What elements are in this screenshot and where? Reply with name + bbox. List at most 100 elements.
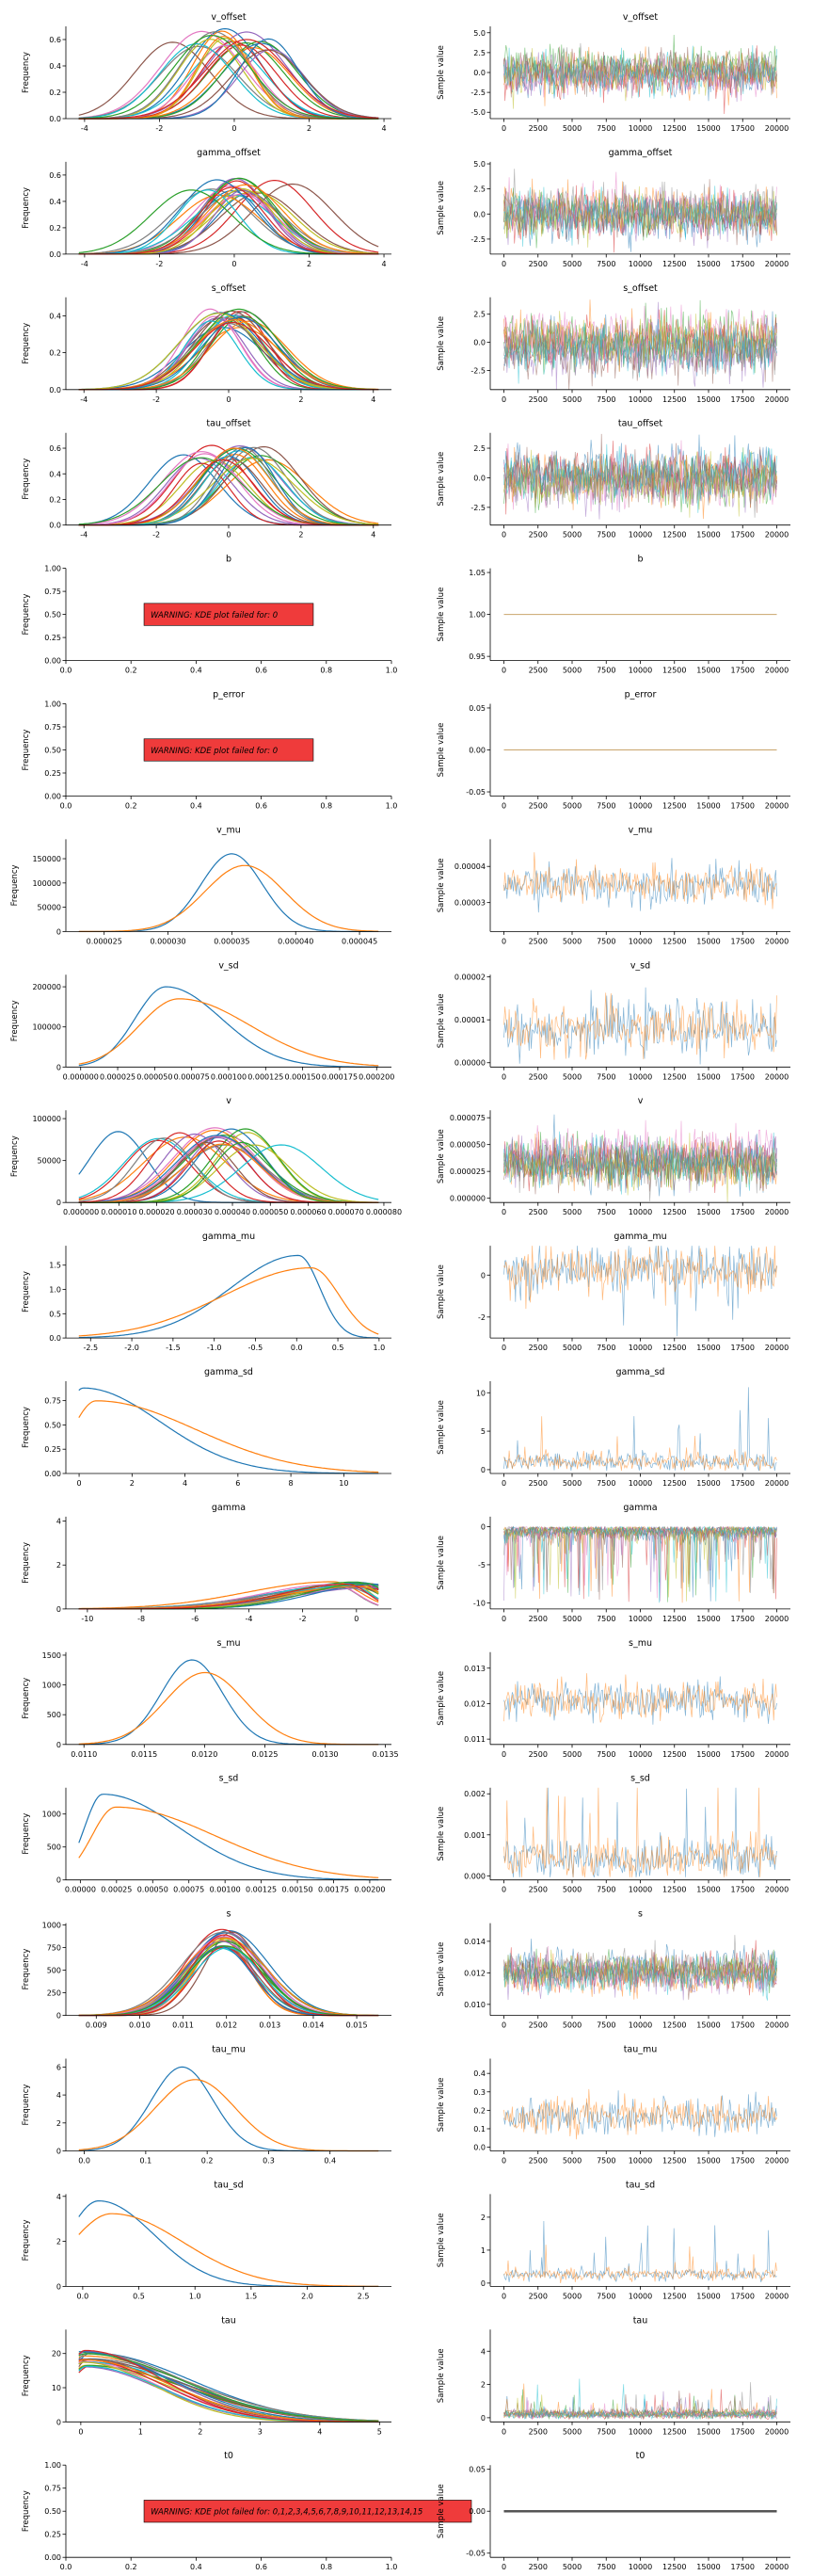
y-tick-label: -2.5 [470,235,486,244]
x-tick-label: 7500 [597,1072,615,1081]
y-tick-label: 0.000050 [450,1141,486,1150]
x-tick-label: 0 [502,531,506,539]
y-tick-label: 0 [481,1466,486,1474]
x-tick-label: -4 [80,395,88,404]
x-tick-label: 12500 [662,1750,686,1759]
x-tick-label: 17500 [731,395,755,404]
kde-warning: WARNING: KDE plot failed for: 0 [143,603,314,626]
x-tick-label: 0.4 [190,802,202,811]
y-tick-label: 0.000 [464,1872,486,1880]
trace-line [503,2378,777,2421]
x-tick-label: 17500 [731,1072,755,1081]
kde-y-label: Frequency [22,2219,31,2261]
y-tick-label: 0.000075 [450,1114,486,1122]
kde-y-label: Frequency [22,52,31,93]
trace-title: gamma_offset [609,148,673,158]
y-tick-label: 4 [56,1518,61,1526]
y-tick-label: 250 [47,1989,61,1998]
x-tick-label: 5000 [563,2563,582,2571]
x-tick-label: 20000 [765,531,789,539]
trace-y-label: Sample value [437,2078,446,2133]
kde-panel-s_sd: s_sd Frequency 0.00000 0.00025 0.00050 0.0007… [22,1774,391,1894]
kde-panel-tau_sd: tau_sd Frequency 0.0 0.5 1.0 1.5 2.0 2.5 0 2 4 [22,2180,391,2300]
x-tick-label: 0.009 [86,2021,107,2030]
y-tick-label: 2 [56,1561,61,1570]
y-tick-label: -5 [478,1561,486,1570]
x-tick-label: 10000 [629,802,652,811]
x-tick-label: 0.000175 [322,1072,358,1081]
y-tick-label: 0.000000 [450,1195,486,1203]
x-tick-label: 10000 [629,1344,652,1352]
trace-y-label: Sample value [437,452,446,507]
x-tick-label: 10000 [629,1615,652,1623]
kde-panel-b: b Frequency WARNING: KDE plot failed for: … [22,555,397,675]
x-tick-label: 17500 [731,937,755,945]
x-tick-label: 2500 [529,1344,548,1352]
x-tick-label: 0.012 [215,2021,237,2030]
x-tick-label: 2.0 [301,2292,313,2300]
x-tick-label: 10000 [629,1750,652,1759]
x-tick-label: 0.00075 [173,1886,204,1894]
kde-curve [78,2213,379,2287]
y-tick-label: 0.4 [49,198,61,206]
x-tick-label: 7500 [597,667,615,675]
y-tick-label: 6 [56,2063,61,2071]
x-tick-label: 2500 [529,2157,548,2165]
x-tick-label: 5000 [563,1479,582,1488]
x-tick-label: 0.014 [303,2021,325,2030]
kde-title: gamma_offset [197,148,261,158]
kde-curve [78,1794,379,1881]
y-tick-label: -0.05 [466,788,486,797]
trace-y-label: Sample value [437,588,446,642]
y-tick-label: 1500 [42,1651,61,1660]
x-tick-label: 0.00175 [318,1886,349,1894]
y-tick-label: 0 [56,1741,61,1749]
x-tick-label: 12500 [662,2157,686,2165]
trace-panel-s: s Sample value 0 2500 5000 7500 10000 12500 1500… [437,1909,790,2030]
x-tick-label: 1.0 [386,802,398,811]
trace-panel-tau: tau Sample value 0 2500 5000 7500 10000 12500 15… [437,2315,790,2436]
trace-title: gamma [623,1503,657,1513]
kde-curve [78,317,379,391]
x-tick-label: 0.00100 [210,1886,241,1894]
kde-curve [78,2200,379,2287]
x-tick-label: 12500 [662,2563,686,2571]
y-tick-label: 100000 [32,1115,61,1123]
trace-line [503,2245,777,2284]
warning-text: WARNING: KDE plot failed for: 0,1,2,3,4,… [151,2508,422,2518]
trace-title: v_offset [623,12,659,23]
kde-curve [78,1267,379,1337]
y-tick-label: 0.000025 [450,1167,486,1176]
x-tick-label: 2500 [529,2292,548,2300]
x-tick-label: 7500 [597,1208,615,1216]
y-tick-label: 0 [481,1271,486,1280]
x-tick-label: 7500 [597,2157,615,2165]
x-tick-label: 15000 [696,937,720,945]
x-tick-label: 5000 [563,1208,582,1216]
kde-y-label: Frequency [22,1678,31,1719]
x-tick-label: -4 [80,531,88,539]
x-tick-label: 12500 [662,1208,686,1216]
kde-title: tau [221,2315,236,2326]
x-tick-label: 7500 [597,2021,615,2030]
y-tick-label: 2 [56,2238,61,2246]
x-tick-label: -1.5 [166,1344,181,1352]
kde-curve [78,1136,379,1203]
x-tick-label: 5000 [563,260,582,268]
kde-curve [78,313,379,391]
x-tick-label: 0.00025 [101,1886,132,1894]
kde-panel-s_mu: s_mu Frequency 0.0110 0.0115 0.0120 0.0125 0.0… [22,1638,399,1759]
y-tick-label: -2 [478,1313,486,1322]
x-tick-label: 0 [354,1615,359,1623]
x-tick-label: 0.4 [324,2157,336,2165]
y-tick-label: 0.75 [44,2485,61,2493]
x-tick-label: 2500 [529,937,548,945]
trace-line [503,52,777,103]
x-tick-label: 0.00125 [246,1886,277,1894]
y-tick-label: 0.0 [49,522,61,530]
kde-curve [78,2365,379,2423]
x-tick-label: 7500 [597,2563,615,2571]
x-tick-label: 10000 [629,2157,652,2165]
